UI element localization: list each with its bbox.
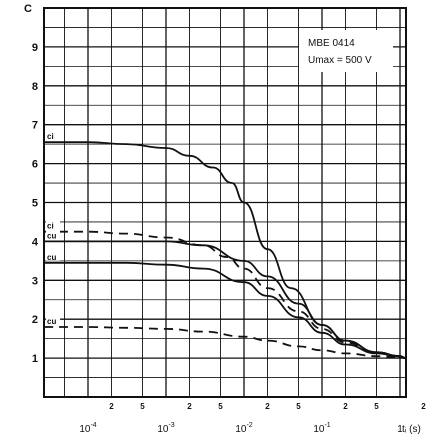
x-major-tick-labels: 10-4 10-3 10-2 10-1 1 xyxy=(79,422,403,435)
x-major-tick-label: 10-1 xyxy=(313,422,330,435)
x-minor-tick-label: 2 xyxy=(187,402,192,411)
x-minor-tick-label: 2 xyxy=(265,402,270,411)
series-line-2 xyxy=(44,230,407,360)
x-minor-tick-label: 2 xyxy=(343,402,348,411)
series-line-1 xyxy=(43,141,407,360)
curve-label-bg xyxy=(46,251,60,261)
annotation-line-2: Umax = 500 V xyxy=(308,55,372,66)
y-tick-label: 4 xyxy=(32,236,39,248)
y-tick-label: 8 xyxy=(32,81,38,93)
series-line-4 xyxy=(43,261,407,360)
curve-label-1: ci xyxy=(47,132,54,141)
x-major-tick-label: 10-4 xyxy=(79,422,96,435)
curve-label-bg xyxy=(46,315,60,325)
y-tick-label: 1 xyxy=(32,353,38,365)
series-line-5 xyxy=(44,326,407,360)
x-minor-tick-label: 5 xyxy=(140,402,145,411)
series-line-3 xyxy=(43,240,407,360)
annotation-line-1: MBE 0414 xyxy=(308,38,355,49)
x-minor-tick-label: 5 xyxy=(374,402,379,411)
x-minor-tick-label: 2 xyxy=(109,402,114,411)
y-tick-label: 7 xyxy=(32,120,38,132)
x-major-tick-label: 10-2 xyxy=(235,422,252,435)
curve-label-2: ci xyxy=(47,222,54,231)
x-minor-tick-labels: 2 5 2 5 2 5 2 5 2 xyxy=(109,402,426,411)
curve-label-bg xyxy=(46,230,60,240)
x-axis-label: tᵢ (s) xyxy=(402,424,421,435)
plot-frame xyxy=(43,7,407,398)
curve-label-bg xyxy=(46,131,60,141)
y-tick-label: 2 xyxy=(32,314,38,326)
y-tick-labels: 1 2 3 4 5 6 7 8 9 xyxy=(32,42,39,365)
x-major-tick-label: 1 xyxy=(397,424,403,435)
curve-label-5: cu xyxy=(47,317,56,326)
x-minor-tick-label: 2 xyxy=(421,402,426,411)
y-axis-label: C xyxy=(24,3,32,15)
x-minor-tick-label: 5 xyxy=(218,402,223,411)
x-major-tick-label: 10-3 xyxy=(157,422,174,435)
curve-label-bg xyxy=(46,220,60,230)
y-tick-label: 5 xyxy=(32,198,38,210)
curve-label-3: cu xyxy=(47,231,56,240)
y-tick-label: 3 xyxy=(32,275,38,287)
y-tick-label: 9 xyxy=(32,42,38,54)
y-tick-label: 6 xyxy=(32,159,38,171)
annotation-box xyxy=(299,30,393,72)
curve-label-4: cu xyxy=(47,253,56,262)
x-minor-tick-label: 5 xyxy=(296,402,301,411)
series-group xyxy=(43,141,407,360)
